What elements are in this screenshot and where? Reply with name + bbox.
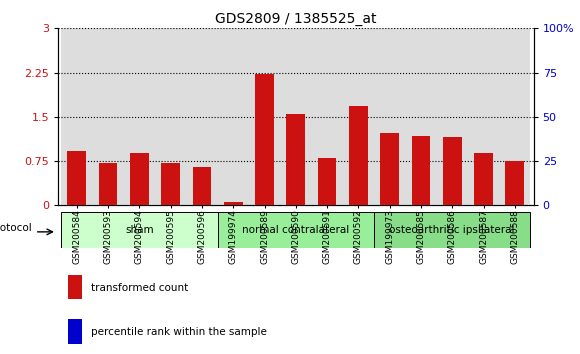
Text: protocol: protocol [0, 223, 32, 233]
Point [72, 109, 81, 114]
Text: osteoarthritic ipsilateral: osteoarthritic ipsilateral [390, 225, 515, 235]
Bar [67, 319, 82, 344]
Point [260, 29, 269, 35]
Bar [349, 106, 368, 205]
Bar [67, 151, 86, 205]
Bar [218, 28, 249, 205]
Bar [380, 133, 399, 205]
Bar [443, 137, 462, 205]
Point [416, 50, 426, 56]
Bar [255, 74, 274, 205]
Bar [405, 28, 437, 205]
Point [479, 125, 488, 130]
Title: GDS2809 / 1385525_at: GDS2809 / 1385525_at [215, 12, 376, 26]
Bar [92, 28, 124, 205]
FancyBboxPatch shape [61, 212, 218, 248]
Point [448, 56, 457, 61]
Point [291, 31, 300, 36]
Point [135, 114, 144, 120]
Bar [280, 28, 311, 205]
Bar [61, 28, 92, 205]
Bar [437, 28, 468, 205]
Bar [249, 28, 280, 205]
Point [229, 199, 238, 205]
Bar [311, 28, 343, 205]
Bar [155, 28, 186, 205]
Text: percentile rank within the sample: percentile rank within the sample [91, 327, 267, 337]
Bar [499, 28, 531, 205]
Bar [318, 158, 336, 205]
Point [510, 162, 520, 167]
Bar [224, 202, 242, 205]
Bar [474, 153, 493, 205]
Text: transformed count: transformed count [91, 282, 188, 293]
Bar [67, 275, 82, 299]
Bar [124, 28, 155, 205]
Bar [161, 163, 180, 205]
Point [354, 31, 363, 36]
Bar [99, 163, 117, 205]
Bar [374, 28, 405, 205]
Bar [186, 28, 218, 205]
Bar [343, 28, 374, 205]
Point [322, 156, 332, 162]
Point [103, 164, 113, 169]
FancyBboxPatch shape [218, 212, 374, 248]
Bar [193, 167, 211, 205]
Point [166, 164, 175, 169]
Point [385, 56, 394, 61]
Point [197, 167, 206, 173]
Bar [287, 114, 305, 205]
FancyBboxPatch shape [374, 212, 531, 248]
Text: normal contralateral: normal contralateral [242, 225, 349, 235]
Bar [412, 136, 430, 205]
Bar [505, 161, 524, 205]
Bar [468, 28, 499, 205]
Text: sham: sham [125, 225, 154, 235]
Bar [130, 153, 148, 205]
